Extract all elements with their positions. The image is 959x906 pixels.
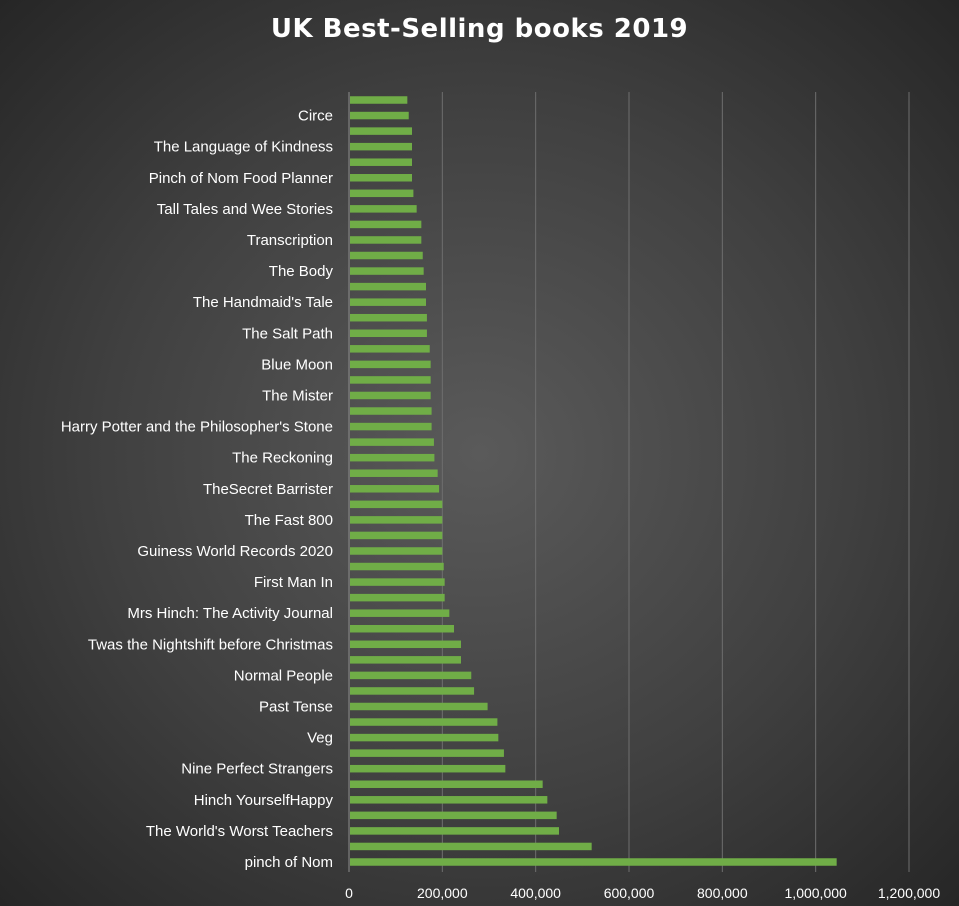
category-label: Harry Potter and the Philosopher's Stone bbox=[61, 419, 333, 436]
bar bbox=[350, 438, 434, 446]
bar bbox=[350, 298, 426, 306]
bar bbox=[350, 391, 431, 400]
bar bbox=[350, 251, 423, 260]
bar bbox=[350, 624, 454, 633]
bar bbox=[350, 780, 543, 788]
bar bbox=[350, 282, 426, 291]
x-tick-labels: 0 200,000 400,000 600,000 800,000 1,000,000 1,… bbox=[345, 885, 940, 901]
bar bbox=[350, 127, 412, 135]
x-tick-label: 1,000,000 bbox=[785, 885, 847, 901]
bar bbox=[350, 842, 592, 851]
category-label: Nine Perfect Strangers bbox=[181, 761, 333, 778]
bar bbox=[350, 827, 559, 835]
bar bbox=[350, 220, 422, 229]
bar bbox=[350, 702, 488, 711]
bar bbox=[350, 158, 412, 166]
category-label: Past Tense bbox=[259, 698, 333, 715]
bar bbox=[350, 656, 461, 664]
bar bbox=[350, 593, 445, 602]
x-tick-label: 400,000 bbox=[510, 885, 561, 901]
category-label: The Language of Kindness bbox=[154, 139, 333, 156]
bar bbox=[350, 858, 837, 866]
bar bbox=[350, 360, 431, 369]
category-label: pinch of Nom bbox=[245, 854, 333, 871]
bar bbox=[350, 733, 499, 742]
category-label: Transcription bbox=[247, 232, 333, 249]
category-label: The Body bbox=[269, 263, 334, 280]
bar bbox=[350, 111, 409, 120]
category-label: Veg bbox=[307, 730, 333, 747]
bar bbox=[350, 422, 432, 431]
bar bbox=[350, 313, 427, 322]
bar bbox=[350, 547, 443, 555]
bar bbox=[350, 174, 412, 182]
bar bbox=[350, 718, 498, 726]
category-label: Tall Tales and Wee Stories bbox=[157, 201, 333, 218]
chart-title: UK Best-Selling books 2019 bbox=[270, 14, 689, 44]
bar bbox=[350, 687, 475, 695]
category-label: Normal People bbox=[234, 667, 333, 684]
category-label: Mrs Hinch: The Activity Journal bbox=[127, 605, 333, 622]
x-tick-label: 800,000 bbox=[697, 885, 748, 901]
bar bbox=[350, 205, 417, 213]
bar bbox=[350, 453, 435, 462]
bar bbox=[350, 485, 440, 493]
bar bbox=[350, 749, 504, 757]
bar bbox=[350, 796, 548, 804]
bar bbox=[350, 267, 424, 275]
bar bbox=[350, 345, 430, 353]
x-tick-label: 0 bbox=[345, 885, 353, 901]
category-label: The World's Worst Teachers bbox=[146, 823, 333, 840]
bar bbox=[350, 531, 443, 540]
category-label: Guiness World Records 2020 bbox=[137, 543, 333, 560]
category-label: Circe bbox=[298, 108, 333, 125]
bar bbox=[350, 500, 443, 509]
bar bbox=[350, 236, 422, 244]
category-label: The Reckoning bbox=[232, 450, 333, 467]
bar bbox=[350, 671, 472, 680]
category-labels: pinch of Nom The World's Worst Teachers Hi… bbox=[61, 108, 334, 871]
bar bbox=[350, 811, 557, 820]
x-tick-label: 1,200,000 bbox=[878, 885, 940, 901]
category-label: First Man In bbox=[254, 574, 333, 591]
x-tick-label: 600,000 bbox=[604, 885, 655, 901]
bar bbox=[350, 142, 412, 151]
bar bbox=[350, 376, 431, 384]
bar bbox=[350, 189, 414, 198]
category-label: The Salt Path bbox=[242, 325, 333, 342]
bar bbox=[350, 562, 444, 571]
bar bbox=[350, 578, 445, 586]
category-label: The Handmaid's Tale bbox=[193, 294, 333, 311]
bar bbox=[350, 640, 461, 649]
bar bbox=[350, 516, 443, 524]
category-label: Pinch of Nom Food Planner bbox=[149, 170, 333, 187]
category-label: TheSecret Barrister bbox=[203, 481, 333, 498]
bar bbox=[350, 609, 450, 617]
bar bbox=[350, 329, 427, 338]
category-label: Blue Moon bbox=[261, 356, 333, 373]
bar bbox=[350, 764, 506, 773]
x-tick-label: 200,000 bbox=[417, 885, 468, 901]
category-label: The Fast 800 bbox=[245, 512, 333, 529]
category-label: Hinch YourselfHappy bbox=[194, 792, 334, 809]
bar bbox=[350, 469, 438, 477]
gridlines bbox=[348, 92, 910, 872]
bars bbox=[350, 96, 837, 866]
category-label: The Mister bbox=[262, 387, 333, 404]
bar bbox=[350, 407, 432, 415]
category-label: Twas the Nightshift before Christmas bbox=[88, 636, 333, 653]
bar bbox=[350, 96, 408, 104]
